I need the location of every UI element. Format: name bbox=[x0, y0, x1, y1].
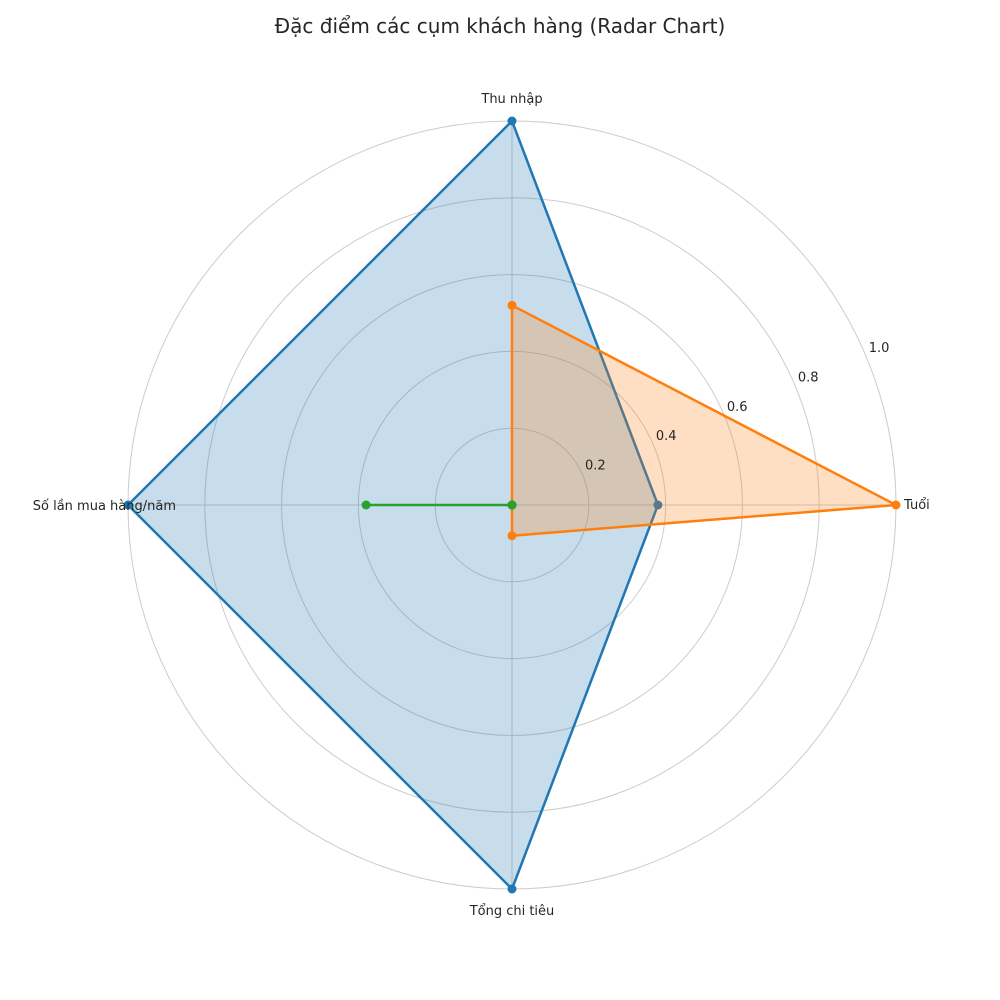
series-0-point-0 bbox=[653, 500, 663, 510]
chart-title: Đặc điểm các cụm khách hàng (Radar Chart… bbox=[274, 14, 726, 38]
radar-series bbox=[123, 116, 901, 894]
r-tick-label-0: 0.2 bbox=[585, 459, 606, 474]
radar-tick-labels: 0.2 0.4 0.6 0.8 1.0 bbox=[585, 341, 890, 474]
axis-label-0: Tuổi bbox=[903, 498, 930, 513]
series-2-point-2 bbox=[361, 500, 371, 510]
r-tick-label-3: 0.8 bbox=[798, 370, 819, 385]
series-0-point-3 bbox=[507, 884, 517, 894]
series-0-point-1 bbox=[507, 116, 517, 126]
series-1-point-0 bbox=[891, 500, 901, 510]
axis-label-1: Thu nhập bbox=[480, 92, 542, 107]
r-tick-label-4: 1.0 bbox=[869, 341, 890, 356]
series-1-point-3 bbox=[507, 531, 517, 541]
axis-label-3: Tổng chi tiêu bbox=[469, 904, 555, 919]
series-2-point-3 bbox=[507, 500, 517, 510]
radar-axis-labels: Tuổi Thu nhập Số lần mua hàng/năm Tổng chi … bbox=[33, 92, 930, 919]
r-tick-label-1: 0.4 bbox=[656, 429, 677, 444]
axis-label-2: Số lần mua hàng/năm bbox=[33, 499, 176, 514]
r-tick-label-2: 0.6 bbox=[727, 400, 748, 415]
series-0-point-2 bbox=[123, 500, 133, 510]
series-1-point-1 bbox=[507, 300, 517, 310]
series-1-fill bbox=[512, 305, 896, 536]
